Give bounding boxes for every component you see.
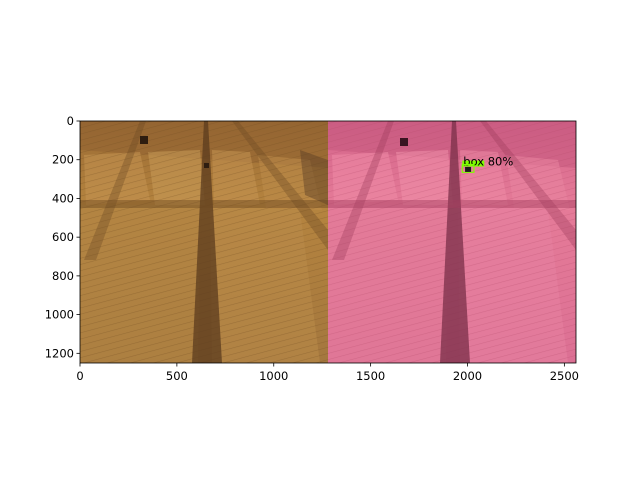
x-tick-label: 0 [76,369,83,383]
x-tick-label: 2500 [550,369,579,383]
x-tick-label: 1000 [259,369,288,383]
y-tick-label: 400 [52,191,74,205]
y-axis: 0 200 400 600 800 1000 1200 [45,114,80,360]
detection-label-background [462,160,485,167]
x-tick-label: 500 [166,369,188,383]
x-tick-label: 1500 [356,369,385,383]
left-image-panel [80,121,328,363]
y-tick-label: 1000 [45,308,74,322]
y-tick-label: 1200 [45,346,74,360]
detection-box: box 80% [461,154,513,173]
y-tick-label: 0 [67,114,74,128]
detected-object [465,166,472,172]
y-tick-label: 600 [52,230,74,244]
detection-bounding-box [461,163,475,173]
x-tick-label: 2000 [453,369,482,383]
x-axis: 0 500 1000 1500 2000 2500 [76,363,579,383]
axes-frame [79,120,577,364]
y-tick-label: 200 [52,153,74,167]
right-image-panel [328,121,576,363]
y-tick-label: 800 [52,269,74,283]
detection-label: box 80% [463,154,513,168]
